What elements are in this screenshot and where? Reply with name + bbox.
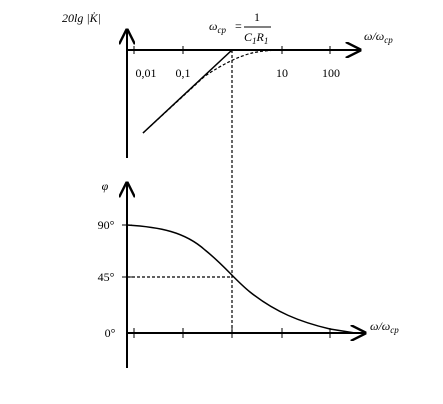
- x-tick-label: 100: [322, 66, 340, 80]
- svg-text:ωср: ωср: [209, 19, 226, 35]
- real-response: [142, 49, 286, 134]
- formula-lhs-sub: ср: [217, 25, 226, 35]
- x-ticks: [122, 224, 331, 338]
- magnitude-plot: 0,01 0,1 10 100 20lg |K̇| ω/ωср ωср = 1 …: [62, 10, 393, 158]
- phase-plot: 90° 45° 0° φ ω/ωср: [98, 179, 399, 368]
- formula-r: R: [256, 30, 265, 44]
- formula-r-sub: 1: [264, 36, 269, 46]
- y-tick-label: 45°: [98, 270, 115, 284]
- x-axis-label: ω/ωср: [370, 319, 399, 335]
- phase-curve: [126, 224, 356, 334]
- label-main: ω/ω: [370, 319, 390, 333]
- formula-eq: =: [235, 19, 242, 33]
- label-sub: ср: [384, 35, 393, 45]
- y-tick-label: 90°: [98, 218, 115, 232]
- formula-c: C: [244, 30, 253, 44]
- y-tick-label: 0°: [105, 326, 116, 340]
- formula-lhs: ω: [209, 19, 217, 33]
- x-axis-label: ω/ωср: [364, 29, 393, 45]
- y-axis-label: φ: [102, 179, 109, 193]
- x-tick-label: 0,1: [176, 66, 191, 80]
- formula: ωср = 1 C1R1: [209, 10, 271, 46]
- x-tick-label: 10: [276, 66, 288, 80]
- y-axis-label: 20lg |K̇|: [62, 11, 101, 25]
- label-sub: ср: [390, 325, 399, 335]
- x-tick-label: 0,01: [136, 66, 157, 80]
- formula-numerator: 1: [254, 10, 260, 24]
- svg-text:C1R1: C1R1: [244, 30, 268, 46]
- formula-c-sub: 1: [252, 36, 257, 46]
- asymptote: [142, 49, 350, 134]
- label-main: ω/ω: [364, 29, 384, 43]
